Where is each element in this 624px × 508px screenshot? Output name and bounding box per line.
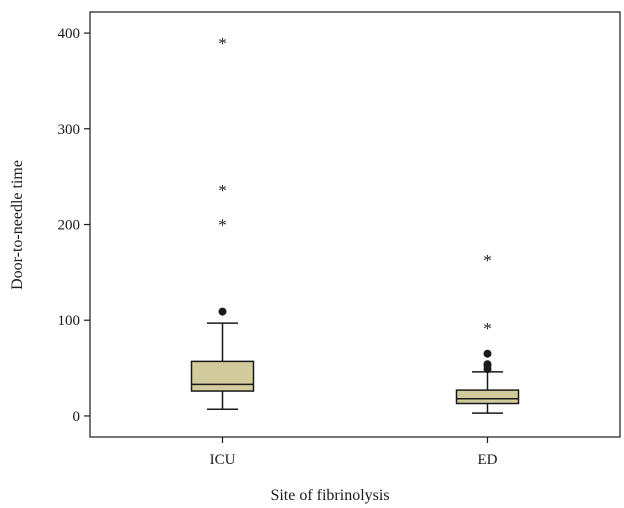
x-tick-label: ICU bbox=[210, 452, 236, 468]
y-tick-label: 300 bbox=[58, 122, 81, 138]
y-tick-label: 200 bbox=[58, 218, 81, 234]
outlier-point bbox=[218, 307, 227, 316]
iqr-box bbox=[455, 389, 520, 405]
extreme-outlier-point: * bbox=[483, 347, 492, 366]
extreme-outlier-point: * bbox=[483, 251, 492, 270]
y-tick-label: 400 bbox=[58, 26, 81, 42]
extreme-outlier-point: * bbox=[218, 216, 227, 235]
plot-border bbox=[89, 11, 621, 438]
boxes: * * * * * * bbox=[190, 34, 520, 414]
plot-frame bbox=[89, 11, 621, 438]
y-axis: 0 100 200 300 400 bbox=[58, 26, 90, 425]
outlier-point bbox=[483, 349, 492, 358]
x-axis: ICU ED bbox=[210, 437, 498, 468]
x-axis-title: Site of fibrinolysis bbox=[270, 487, 389, 504]
iqr-box bbox=[190, 360, 255, 392]
box-icu: * * * bbox=[190, 34, 255, 410]
box-ed: * * * bbox=[455, 251, 520, 414]
extreme-outlier-point: * bbox=[218, 181, 227, 200]
y-axis-title: Door-to-needle time bbox=[9, 160, 26, 290]
y-tick-label: 0 bbox=[73, 409, 81, 425]
extreme-outlier-point: * bbox=[218, 34, 227, 53]
x-tick-label: ED bbox=[478, 452, 498, 468]
extreme-outlier-point: * bbox=[483, 319, 492, 338]
y-tick-label: 100 bbox=[58, 313, 81, 329]
outlier-point bbox=[483, 360, 492, 369]
